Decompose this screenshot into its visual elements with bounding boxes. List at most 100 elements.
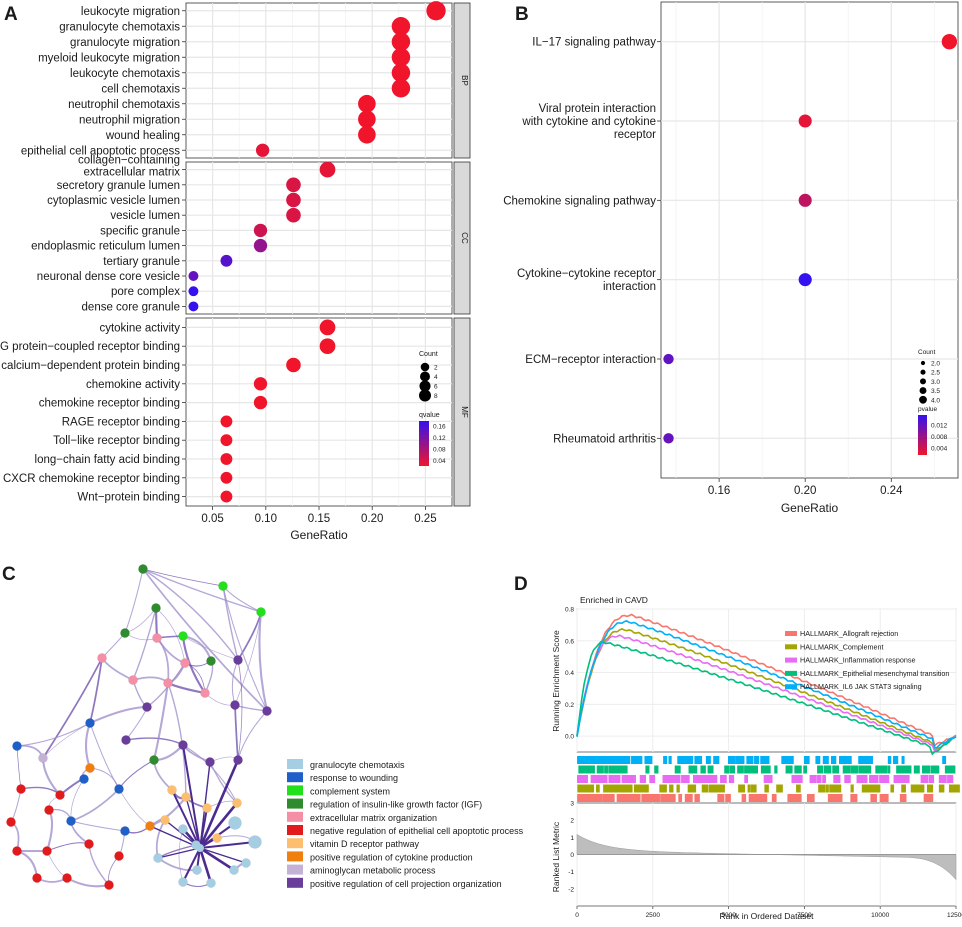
term-label: dense core granule xyxy=(82,301,180,313)
term-label: Rheumatoid arthritis xyxy=(553,433,656,445)
hit-mark xyxy=(874,784,881,793)
hit-mark xyxy=(776,784,781,793)
hit-mark xyxy=(630,794,636,802)
network-edge xyxy=(231,659,239,706)
hit-mark xyxy=(668,775,673,783)
legend-size-label: 8 xyxy=(434,393,438,400)
legend-label: aminoglycan metabolic process xyxy=(310,866,436,876)
hit-mark xyxy=(901,756,905,764)
network-edge xyxy=(182,744,238,804)
hit-mark xyxy=(693,775,699,783)
network-edge xyxy=(101,657,134,681)
network-node xyxy=(262,706,272,716)
data-point xyxy=(220,471,233,484)
hit-mark xyxy=(735,756,740,764)
term-label: Toll−like receptor binding xyxy=(53,435,180,447)
network-node xyxy=(145,821,155,831)
hit-mark xyxy=(850,794,858,802)
network-edge xyxy=(234,611,262,706)
es-panel xyxy=(576,608,957,753)
legend-colorbar xyxy=(419,421,429,466)
hit-mark xyxy=(696,775,703,783)
hit-mark xyxy=(861,784,870,793)
network-edge xyxy=(142,568,262,613)
data-point xyxy=(319,319,336,336)
data-point xyxy=(663,353,674,365)
network-edge xyxy=(124,632,158,641)
hit-mark xyxy=(938,775,947,783)
legend-label: granulocyte chemotaxis xyxy=(310,760,405,770)
data-point xyxy=(391,79,411,98)
legend-size-dot xyxy=(420,371,430,382)
term-label: neutrophil migration xyxy=(79,114,180,126)
network-edge xyxy=(118,788,151,827)
hit-mark xyxy=(839,756,845,764)
legend-swatch xyxy=(785,631,797,636)
hit-mark xyxy=(796,794,802,802)
hit-mark xyxy=(764,765,771,774)
hit-mark xyxy=(761,794,768,802)
hit-mark xyxy=(645,765,650,774)
hit-mark xyxy=(628,775,632,783)
facet-mf: cytokine activity G protein−coupled recep… xyxy=(0,317,471,507)
network-node xyxy=(151,603,161,613)
hit-mark xyxy=(858,765,864,774)
hit-mark xyxy=(654,765,659,774)
term-label: Chemokine signaling pathway xyxy=(503,195,656,207)
legend-label: extracellular matrix organization xyxy=(310,813,437,823)
hit-mark xyxy=(867,756,873,764)
network-edges xyxy=(10,568,269,888)
legend-label: response to wounding xyxy=(310,773,398,783)
es-line xyxy=(576,641,957,756)
data-point xyxy=(188,286,199,297)
hit-mark xyxy=(590,775,598,783)
plot-panel xyxy=(660,1,959,479)
data-point xyxy=(286,192,301,208)
hit-mark xyxy=(890,784,895,793)
hit-mark xyxy=(613,756,618,764)
hit-mark xyxy=(928,775,935,783)
legend-size-dot xyxy=(420,362,430,372)
hit-mark xyxy=(870,775,878,783)
hit-mark xyxy=(798,775,803,783)
hit-mark xyxy=(738,765,743,774)
network-node xyxy=(218,581,228,591)
hit-mark xyxy=(622,765,628,774)
hit-mark xyxy=(713,756,720,764)
network-node xyxy=(241,858,251,868)
network-edge xyxy=(46,842,90,852)
hit-mark xyxy=(601,756,606,764)
legend-title: qvalue xyxy=(419,412,440,419)
hit-mark xyxy=(620,784,627,793)
legend-size-label: 2.0 xyxy=(931,361,940,368)
hit-mark xyxy=(921,765,927,774)
hit-mark xyxy=(717,794,725,802)
data-point xyxy=(941,33,958,50)
hit-mark xyxy=(682,756,688,764)
hit-mark xyxy=(643,784,649,793)
hit-mark xyxy=(948,784,955,793)
network-edge xyxy=(234,704,239,761)
hit-mark xyxy=(905,765,912,774)
hit-mark xyxy=(901,784,906,793)
legend-swatch xyxy=(785,684,797,690)
hit-mark xyxy=(707,765,714,774)
legend-swatch xyxy=(287,772,303,783)
hit-mark xyxy=(617,765,621,774)
network-node xyxy=(205,757,215,767)
hit-mark xyxy=(927,784,934,793)
hit-mark xyxy=(730,775,735,783)
term-label: leukocyte migration xyxy=(81,6,180,18)
network-node xyxy=(200,688,210,698)
network-edge xyxy=(153,759,173,791)
hit-mark xyxy=(720,775,727,783)
hit-mark xyxy=(833,775,838,783)
hit-mark xyxy=(870,794,877,802)
hit-mark xyxy=(596,765,604,774)
hit-mark xyxy=(578,765,582,774)
hit-mark xyxy=(863,765,872,774)
hit-mark xyxy=(824,765,831,774)
network-node xyxy=(192,865,202,875)
